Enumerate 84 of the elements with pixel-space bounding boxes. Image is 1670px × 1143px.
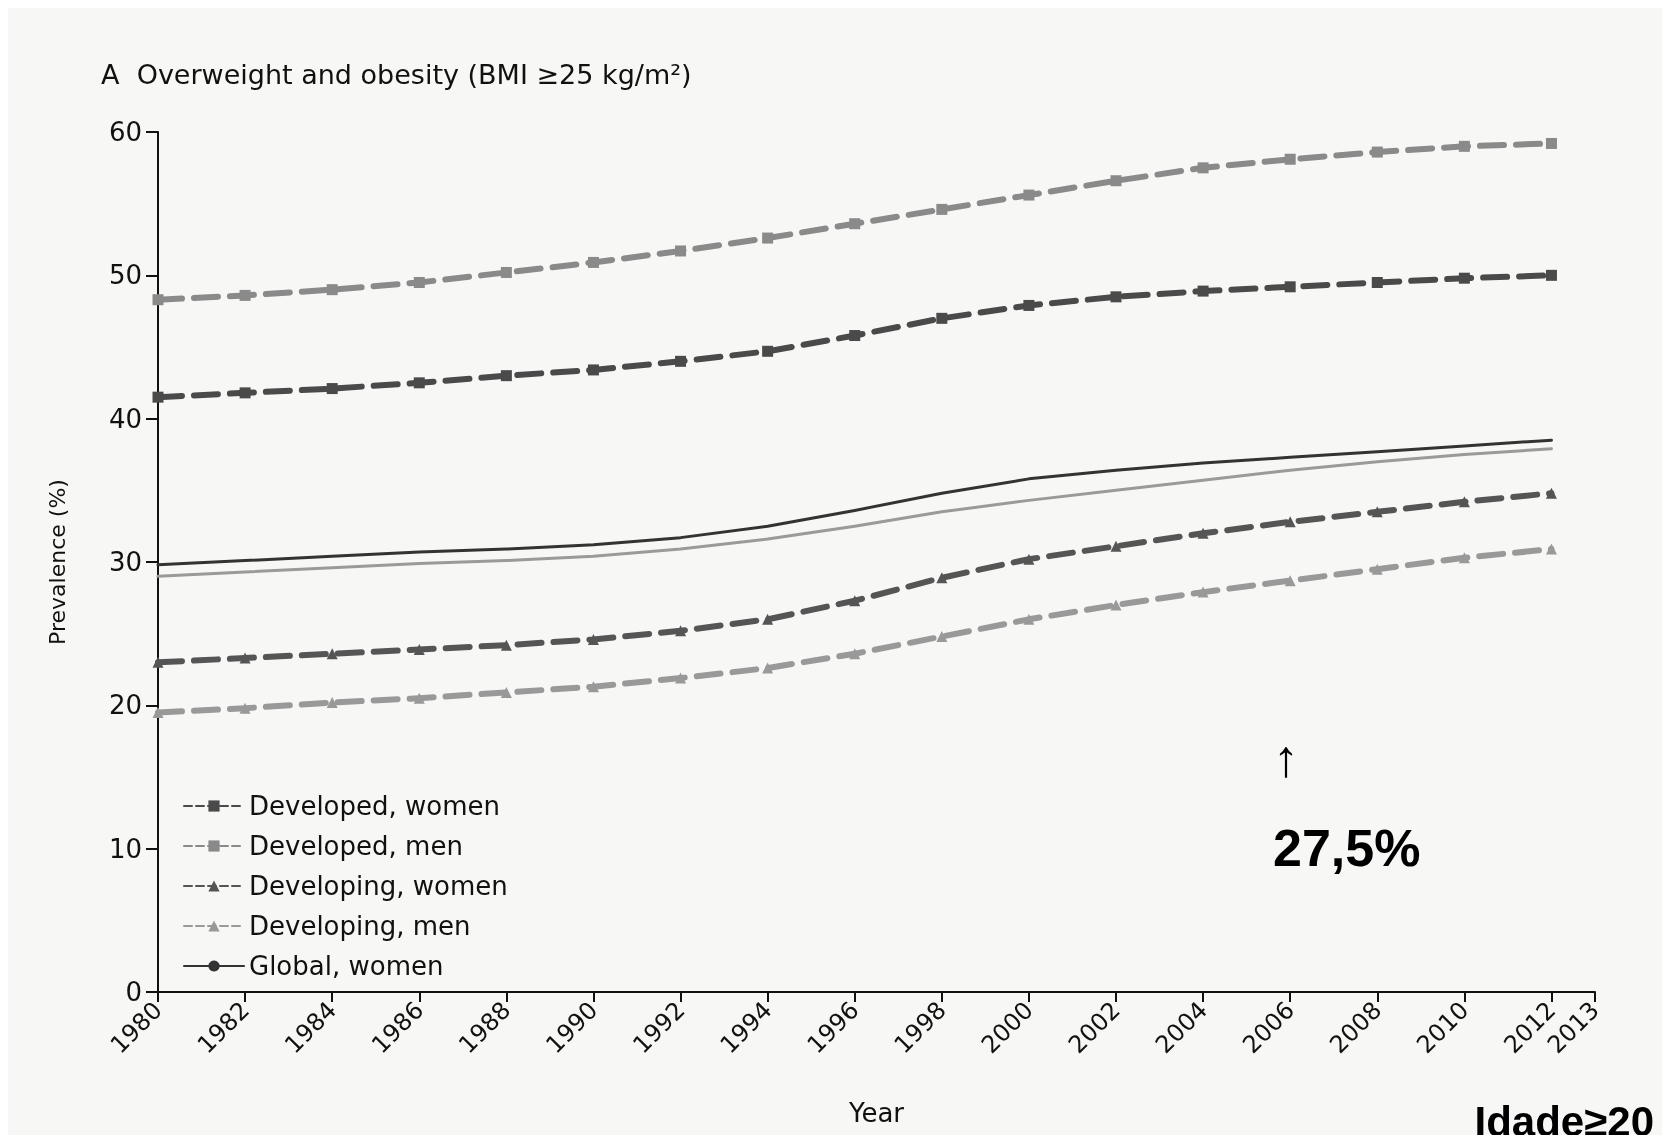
point	[1023, 299, 1035, 311]
point	[1458, 140, 1470, 152]
point	[1284, 516, 1296, 528]
y-tick-label: 30	[108, 547, 142, 577]
point	[936, 572, 948, 584]
point	[1458, 496, 1470, 508]
point	[1023, 189, 1035, 201]
point	[152, 391, 164, 403]
point	[1371, 277, 1383, 288]
point	[675, 245, 687, 257]
point	[936, 631, 948, 643]
point	[239, 387, 251, 399]
point	[762, 662, 774, 674]
point	[936, 312, 948, 324]
point	[675, 672, 687, 684]
annotation: ↑ 27,5%	[1273, 729, 1421, 877]
point	[1110, 540, 1122, 552]
point	[849, 218, 861, 230]
point	[1371, 146, 1383, 158]
point	[1545, 487, 1557, 499]
point	[1284, 153, 1296, 165]
point	[1197, 527, 1209, 539]
point	[413, 277, 425, 288]
legend-label: Developing, men	[249, 911, 471, 941]
y-tick-label: 20	[108, 690, 142, 721]
point	[1458, 272, 1470, 284]
point	[1197, 285, 1209, 297]
point	[326, 284, 338, 296]
legend-label: Developed, men	[249, 831, 463, 861]
point	[239, 289, 251, 301]
y-tick-label: 40	[108, 403, 142, 434]
point	[1023, 553, 1035, 565]
point	[1110, 291, 1122, 303]
y-tick-label: 60	[108, 117, 142, 147]
point	[326, 648, 338, 660]
point	[1284, 281, 1296, 293]
point	[500, 686, 512, 698]
point	[1545, 137, 1557, 149]
point	[849, 595, 861, 607]
point	[587, 256, 599, 268]
point	[326, 696, 338, 708]
point	[1545, 543, 1557, 555]
legend-label: Developed, women	[249, 791, 501, 821]
point	[762, 613, 774, 625]
point	[1197, 586, 1209, 598]
chart-title: A Overweight and obesity (BMI ≥25 kg/m²)	[101, 59, 692, 90]
point	[849, 330, 861, 342]
point	[500, 266, 512, 278]
point	[587, 681, 599, 693]
point	[849, 648, 861, 660]
point	[587, 633, 599, 645]
point	[1545, 269, 1557, 281]
point	[413, 643, 425, 655]
point	[500, 639, 512, 651]
point	[675, 625, 687, 637]
y-tick-label: 10	[108, 833, 142, 864]
point	[239, 652, 251, 664]
y-tick-label: 0	[125, 977, 142, 1007]
point	[1371, 563, 1383, 575]
y-axis-title: Prevalence (%)	[44, 479, 70, 645]
point	[1371, 506, 1383, 518]
point	[326, 383, 338, 395]
point	[152, 656, 164, 668]
point	[587, 364, 599, 376]
legend-label: Global, women	[249, 951, 444, 981]
y-tick-label: 50	[108, 260, 142, 291]
point	[1110, 175, 1122, 187]
point	[936, 203, 948, 215]
point	[1023, 613, 1035, 625]
point	[500, 370, 512, 382]
point	[1110, 599, 1122, 611]
point	[413, 377, 425, 389]
point	[413, 692, 425, 704]
point	[239, 702, 251, 714]
point	[1284, 575, 1296, 587]
point	[1197, 162, 1209, 174]
point	[152, 707, 164, 718]
point	[762, 232, 774, 244]
point	[1458, 552, 1470, 564]
point	[675, 355, 687, 367]
x-axis-title: Year	[847, 1098, 905, 1128]
legend-label: Developing, women	[249, 871, 508, 901]
point	[762, 345, 774, 357]
point	[152, 294, 164, 306]
